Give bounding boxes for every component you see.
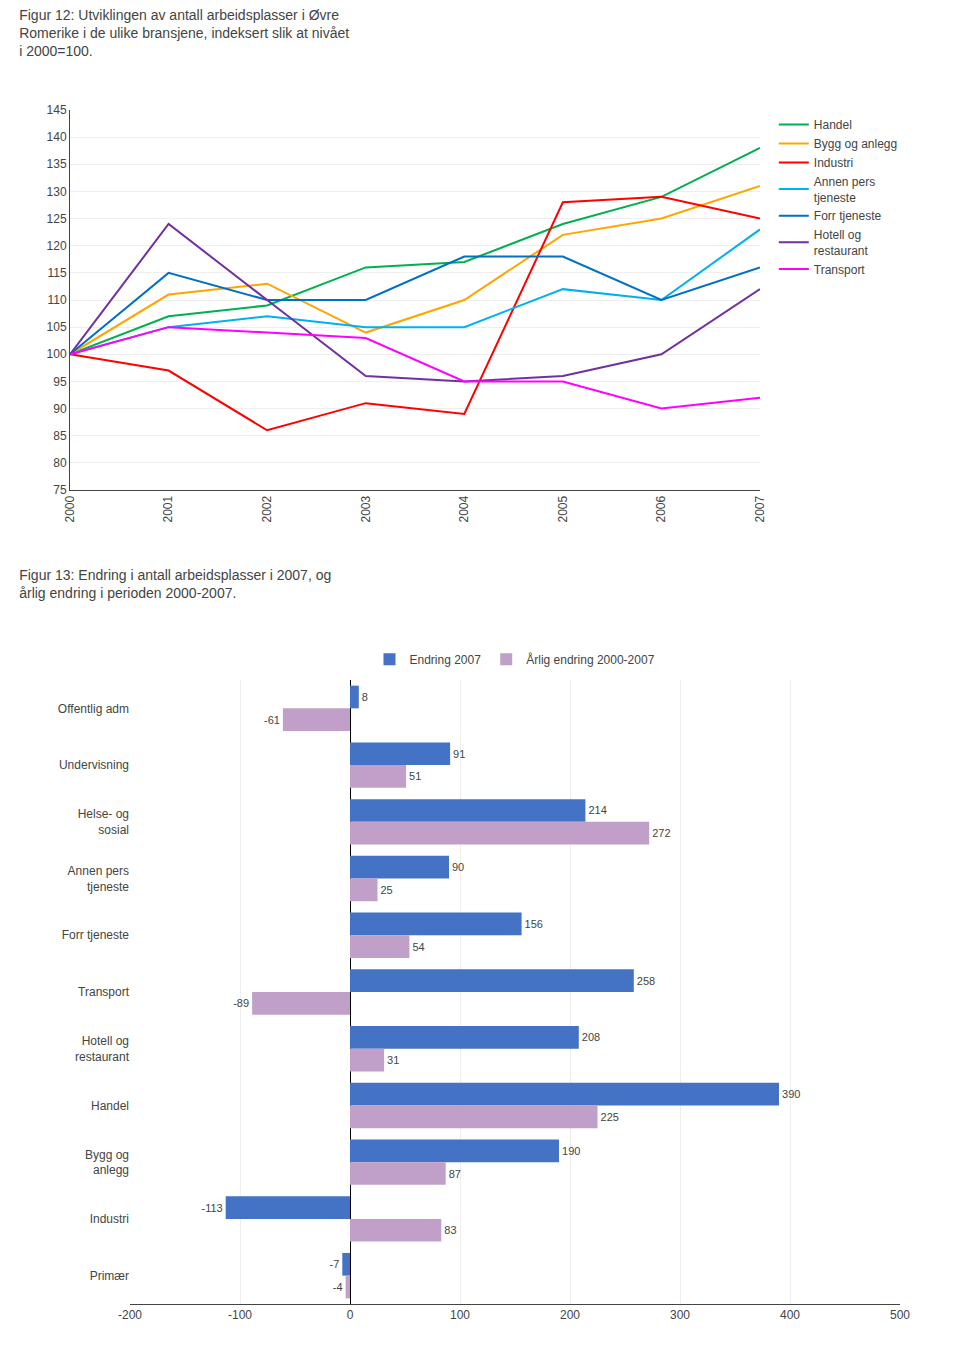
svg-text:208: 208 (582, 1031, 600, 1043)
svg-text:-113: -113 (201, 1202, 222, 1214)
svg-text:91: 91 (453, 748, 465, 760)
svg-text:2006: 2006 (654, 495, 668, 522)
svg-text:-61: -61 (264, 714, 280, 726)
svg-text:90: 90 (452, 861, 464, 873)
svg-text:-89: -89 (233, 997, 249, 1009)
svg-text:Offentlig adm: Offentlig adm (58, 702, 129, 716)
svg-text:115: 115 (47, 266, 66, 280)
svg-text:25: 25 (381, 884, 393, 896)
svg-text:200: 200 (560, 1308, 580, 1322)
svg-text:31: 31 (387, 1054, 399, 1066)
svg-text:0: 0 (347, 1308, 354, 1322)
svg-text:Annen perstjeneste: Annen perstjeneste (68, 864, 130, 894)
svg-text:390: 390 (782, 1088, 800, 1100)
svg-text:85: 85 (53, 429, 67, 443)
svg-text:140: 140 (47, 130, 67, 144)
svg-text:156: 156 (525, 918, 543, 930)
svg-text:2003: 2003 (359, 495, 373, 522)
svg-text:Figur 12: Utviklingen av antal: Figur 12: Utviklingen av antall arbeidsp… (19, 7, 349, 59)
svg-text:2000: 2000 (63, 495, 77, 522)
svg-text:Annen perstjeneste: Annen perstjeneste (814, 175, 875, 205)
svg-text:Primær: Primær (90, 1269, 129, 1283)
svg-text:135: 135 (47, 157, 67, 171)
svg-text:105: 105 (47, 320, 67, 334)
svg-text:Bygg og anlegg: Bygg og anlegg (814, 137, 897, 151)
svg-text:145: 145 (47, 103, 67, 117)
svg-text:-7: -7 (330, 1258, 340, 1270)
svg-text:Hotell ogrestaurant: Hotell ogrestaurant (75, 1034, 130, 1064)
svg-text:Transport: Transport (78, 985, 130, 999)
svg-text:-4: -4 (333, 1281, 343, 1293)
svg-text:-100: -100 (228, 1308, 252, 1322)
svg-text:500: 500 (890, 1308, 910, 1322)
svg-text:300: 300 (670, 1308, 690, 1322)
svg-text:100: 100 (47, 347, 67, 361)
svg-text:Forr tjeneste: Forr tjeneste (814, 209, 882, 223)
svg-text:225: 225 (601, 1111, 619, 1123)
svg-text:Industri: Industri (90, 1212, 129, 1226)
svg-text:Undervisning: Undervisning (59, 758, 129, 772)
svg-text:95: 95 (53, 375, 67, 389)
svg-text:2005: 2005 (556, 495, 570, 522)
svg-text:54: 54 (412, 941, 424, 953)
svg-text:110: 110 (47, 293, 66, 307)
svg-text:83: 83 (444, 1224, 456, 1236)
svg-text:-200: -200 (118, 1308, 142, 1322)
svg-text:272: 272 (652, 827, 670, 839)
svg-text:Bygg oganlegg: Bygg oganlegg (85, 1148, 129, 1178)
svg-text:Hotell ogrestaurant: Hotell ogrestaurant (814, 228, 869, 258)
svg-text:Transport: Transport (814, 263, 866, 277)
svg-text:90: 90 (53, 402, 67, 416)
svg-text:100: 100 (450, 1308, 470, 1322)
svg-text:2001: 2001 (161, 495, 175, 522)
svg-text:214: 214 (588, 804, 606, 816)
svg-text:Helse- ogsosial: Helse- ogsosial (78, 807, 129, 837)
svg-text:Forr tjeneste: Forr tjeneste (62, 928, 130, 942)
svg-text:190: 190 (562, 1145, 580, 1157)
svg-text:125: 125 (47, 212, 67, 226)
svg-text:87: 87 (449, 1168, 461, 1180)
svg-text:80: 80 (53, 456, 67, 470)
svg-text:Figur 13: Endring i antall arb: Figur 13: Endring i antall arbeidsplasse… (19, 567, 331, 601)
svg-text:Årlig endring 2000-2007: Årlig endring 2000-2007 (526, 652, 654, 667)
svg-text:Handel: Handel (91, 1099, 129, 1113)
svg-text:2002: 2002 (260, 495, 274, 522)
svg-text:130: 130 (47, 185, 67, 199)
svg-text:75: 75 (53, 483, 67, 497)
svg-text:258: 258 (637, 975, 655, 987)
svg-text:51: 51 (409, 770, 421, 782)
svg-text:2007: 2007 (753, 495, 767, 522)
svg-text:Handel: Handel (814, 118, 852, 132)
svg-text:8: 8 (362, 691, 368, 703)
svg-text:2004: 2004 (457, 495, 471, 522)
svg-text:Industri: Industri (814, 156, 853, 170)
svg-text:Endring 2007: Endring 2007 (410, 653, 482, 667)
svg-text:400: 400 (780, 1308, 800, 1322)
svg-text:120: 120 (47, 239, 67, 253)
